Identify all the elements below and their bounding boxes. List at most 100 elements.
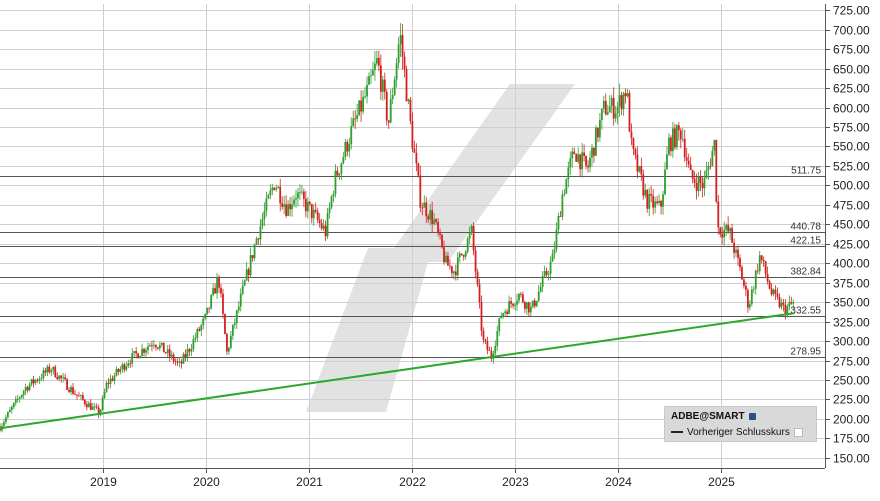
- candle: [103, 388, 106, 400]
- y-tick-label: 375.00: [833, 277, 870, 291]
- dashed-line-icon: [671, 431, 683, 434]
- candle: [89, 399, 92, 411]
- x-tick-label: 2019: [90, 475, 117, 489]
- candle: [681, 128, 684, 143]
- candle: [397, 37, 400, 69]
- candle: [379, 54, 382, 100]
- candle: [301, 185, 303, 195]
- candle: [671, 121, 674, 158]
- level-label: 332.55: [790, 306, 821, 317]
- y-tick-label: 225.00: [833, 393, 870, 407]
- candle: [340, 162, 343, 180]
- candle: [449, 259, 451, 270]
- candle: [431, 201, 434, 233]
- candle: [508, 295, 511, 315]
- candle: [585, 155, 587, 170]
- candle: [452, 270, 455, 280]
- candle: [220, 283, 222, 298]
- candle: [48, 363, 51, 374]
- candle: [480, 295, 483, 337]
- level-label: 382.84: [790, 267, 821, 278]
- candle: [731, 223, 733, 244]
- candle: [10, 405, 13, 414]
- candle: [664, 161, 666, 196]
- candle: [608, 95, 611, 113]
- candle: [458, 251, 461, 263]
- candle: [314, 202, 317, 214]
- info-icon[interactable]: [748, 412, 756, 420]
- candle: [595, 125, 597, 156]
- candle: [5, 414, 7, 425]
- candle: [626, 88, 629, 98]
- candle: [514, 302, 516, 311]
- candle: [364, 87, 366, 100]
- candle: [598, 112, 601, 142]
- candle: [64, 373, 67, 381]
- candle: [387, 119, 390, 129]
- candle: [60, 374, 63, 383]
- candle: [214, 283, 216, 294]
- candle: [587, 160, 589, 173]
- candle: [66, 378, 68, 391]
- candle: [42, 367, 45, 382]
- candle: [326, 207, 329, 239]
- candle: [652, 189, 655, 215]
- candle: [411, 112, 414, 153]
- legend: ADBE@SMART Vorheriger Schlusskurs: [664, 406, 817, 442]
- candle: [247, 267, 250, 283]
- candle: [200, 323, 203, 337]
- candle: [616, 101, 619, 125]
- candle: [782, 299, 785, 312]
- candle: [597, 127, 599, 143]
- candle: [6, 411, 9, 419]
- candle: [334, 164, 337, 198]
- candle: [385, 89, 388, 126]
- candle: [466, 236, 469, 254]
- y-tick-label: 625.00: [833, 82, 870, 96]
- candle: [648, 187, 651, 217]
- candle: [539, 282, 542, 293]
- candle: [76, 394, 78, 400]
- candle: [389, 89, 392, 124]
- candle: [516, 294, 518, 311]
- legend-checkbox[interactable]: [793, 427, 803, 437]
- candle: [632, 137, 635, 156]
- candle: [533, 298, 536, 309]
- candle: [346, 139, 349, 157]
- candle: [174, 358, 177, 366]
- candle: [618, 83, 621, 117]
- candle: [741, 264, 743, 280]
- candle: [376, 50, 378, 67]
- candle: [527, 301, 530, 318]
- candle: [342, 152, 345, 165]
- candle: [80, 394, 82, 401]
- candle: [129, 359, 132, 368]
- candle: [16, 394, 19, 403]
- candle: [372, 61, 374, 76]
- candle: [425, 196, 428, 224]
- candle: [531, 300, 534, 309]
- x-tick-label: 2021: [296, 475, 323, 489]
- level-label: 278.95: [790, 347, 821, 358]
- candle: [679, 127, 682, 149]
- candle: [251, 254, 254, 262]
- candle: [541, 271, 544, 293]
- candle: [245, 262, 248, 281]
- candle: [790, 296, 793, 305]
- candle: [176, 358, 179, 366]
- candle: [22, 389, 25, 400]
- candle: [44, 367, 47, 376]
- candle: [573, 147, 576, 155]
- candle: [281, 196, 284, 210]
- candle: [231, 324, 234, 340]
- watermark-stripe-lower: [306, 248, 432, 412]
- candle: [557, 212, 560, 235]
- candle: [636, 146, 639, 179]
- candle: [34, 379, 37, 386]
- candle: [743, 276, 745, 289]
- candle: [216, 272, 218, 299]
- candle: [113, 372, 116, 385]
- candle: [180, 359, 183, 369]
- candle: [638, 165, 641, 173]
- candle: [160, 342, 163, 348]
